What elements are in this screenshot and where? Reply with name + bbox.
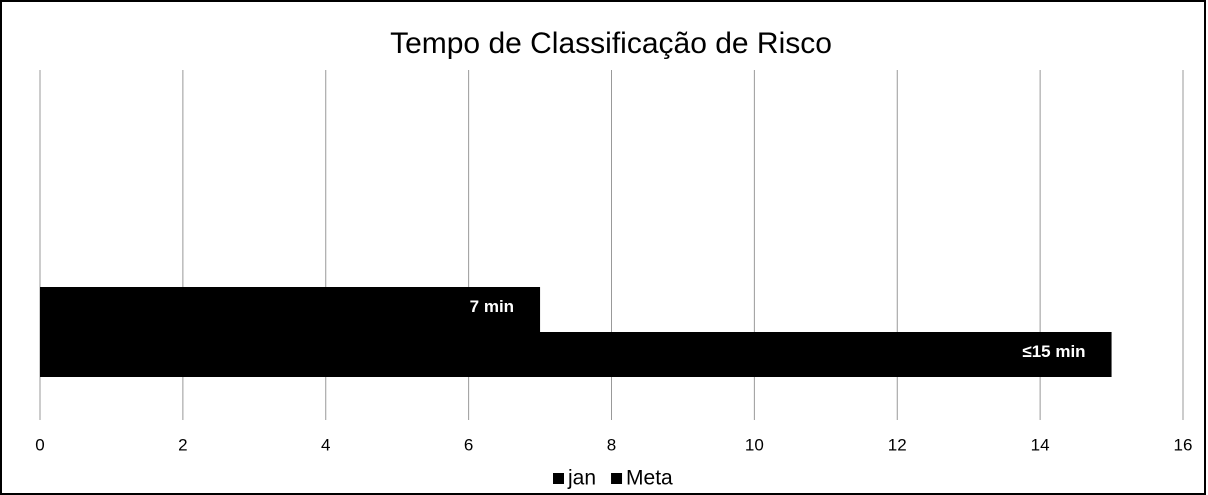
data-label: ≤15 min <box>1022 342 1085 361</box>
x-tick-label: 14 <box>1031 435 1050 454</box>
x-tick-label: 8 <box>607 435 616 454</box>
x-tick-label: 10 <box>745 435 764 454</box>
legend-swatch <box>611 473 623 484</box>
bar <box>40 287 541 332</box>
data-label: 7 min <box>470 297 514 316</box>
x-tick-label: 0 <box>35 435 44 454</box>
chart-title: Tempo de Classificação de Risco <box>390 27 832 60</box>
x-tick-label: 2 <box>178 435 187 454</box>
legend-swatch <box>553 473 564 484</box>
x-tick-label: 12 <box>888 435 907 454</box>
x-tick-label: 4 <box>321 435 330 454</box>
x-tick-label: 6 <box>464 435 473 454</box>
legend-label: Meta <box>626 467 673 490</box>
legend-label: jan <box>567 467 596 490</box>
x-tick-label: 16 <box>1174 435 1193 454</box>
bar <box>40 332 1112 377</box>
